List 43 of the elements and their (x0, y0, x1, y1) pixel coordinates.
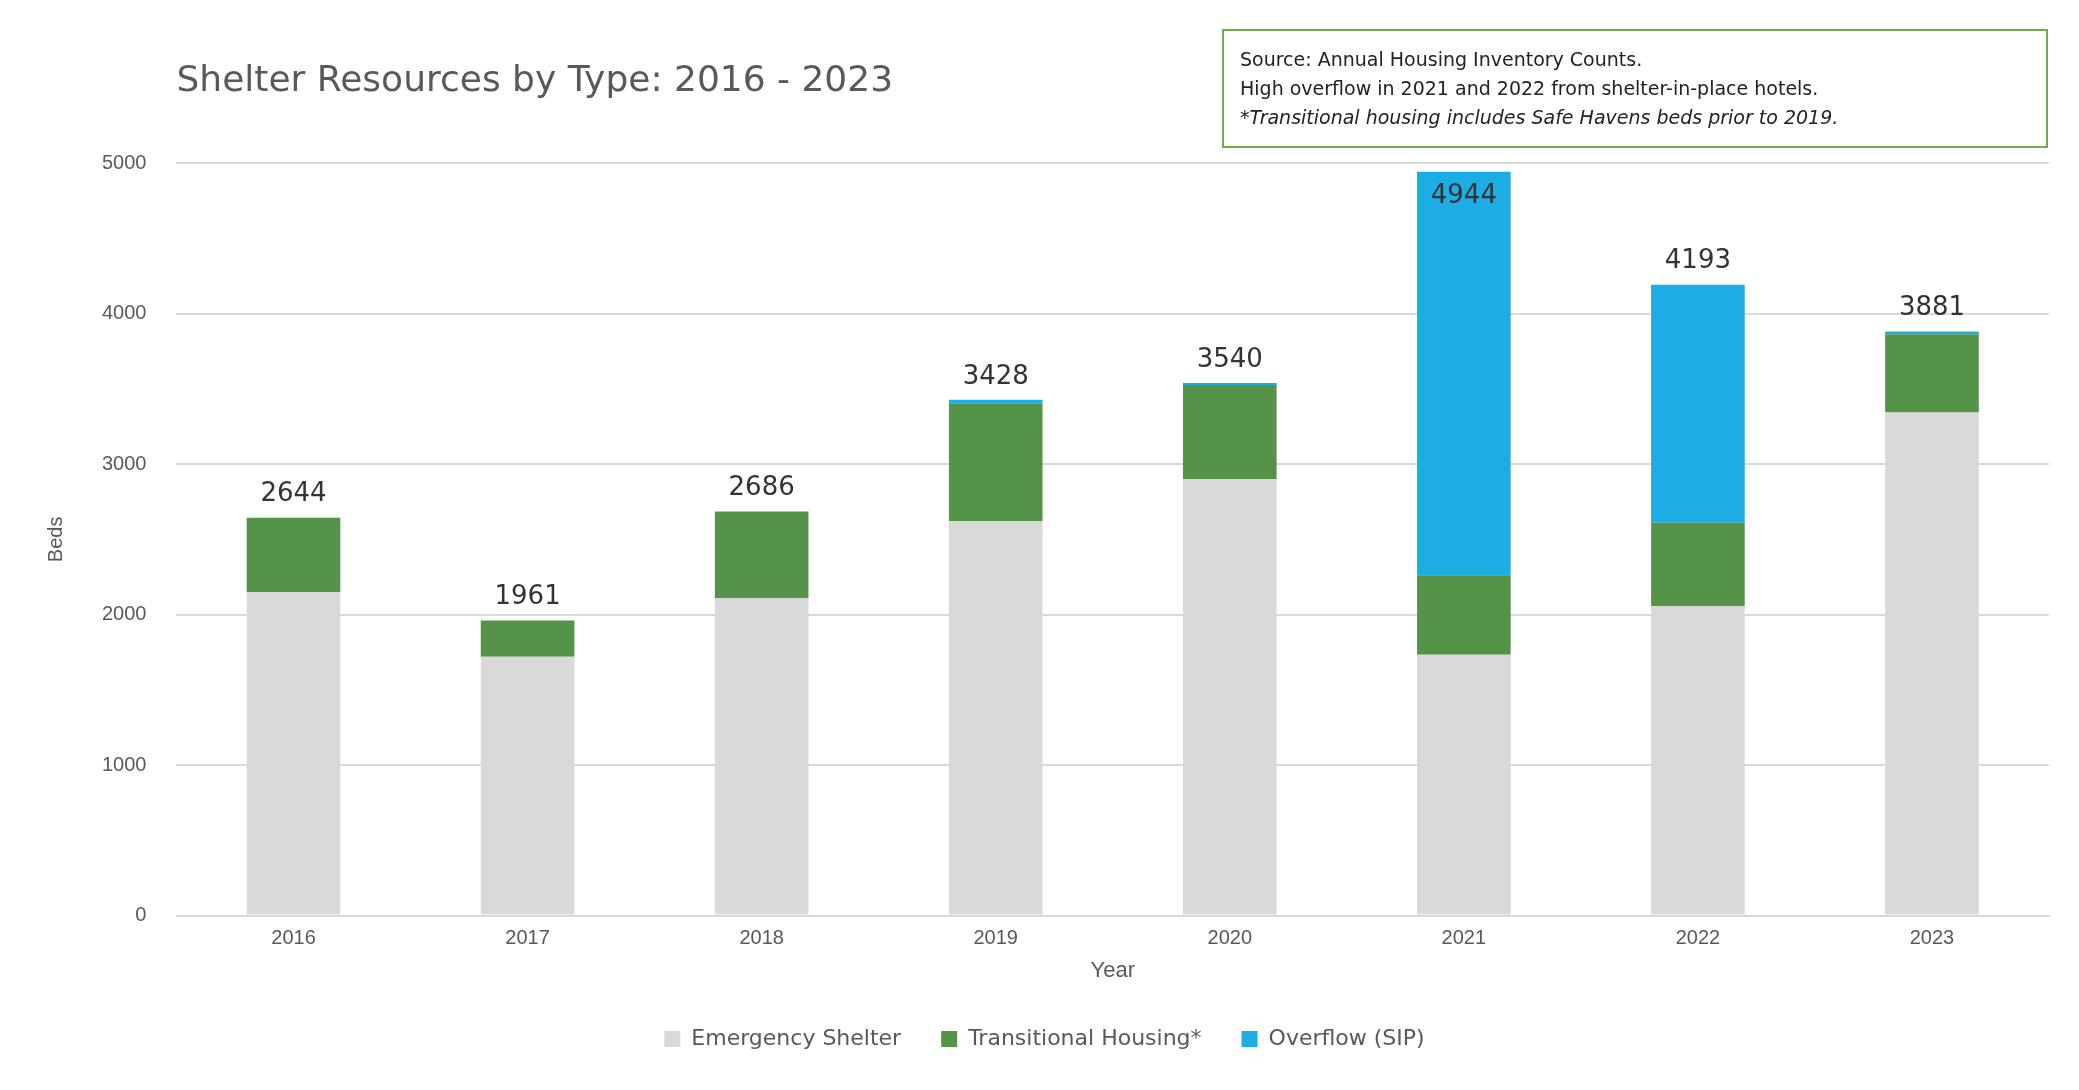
bar (480, 620, 575, 657)
total-label: 4944 (1430, 179, 1497, 210)
total-label: 2686 (728, 471, 795, 502)
total-label: 4193 (1664, 244, 1731, 275)
bar (246, 517, 341, 593)
bar (948, 403, 1043, 521)
y-tick-label: 0 (135, 903, 147, 926)
text: *Transitional housing includes Safe Havens beds prior to 2019. (1240, 105, 1840, 130)
legend-label: Overflow (SIP) (1268, 1024, 1425, 1050)
x-tick-label: 2019 (973, 926, 1018, 949)
bar (1651, 522, 1745, 607)
text: High overflow in 2021 and 2022 from shelter-in-place hotels. (1240, 76, 1820, 101)
x-axis-title: Year (1090, 956, 1135, 982)
total-label: 3881 (1898, 291, 1966, 322)
bar (1182, 382, 1277, 386)
total-label: 1961 (494, 580, 561, 611)
total-label: 3540 (1196, 342, 1263, 373)
bar (714, 511, 809, 599)
total-label: 2644 (260, 477, 327, 508)
y-tick-label: 4000 (101, 301, 147, 324)
bar (1182, 385, 1277, 480)
bar (1417, 575, 1511, 655)
bar (1651, 284, 1745, 523)
x-tick-label: 2021 (1441, 926, 1487, 949)
x-tick-label: 2023 (1909, 926, 1955, 949)
chart-title: Shelter Resources by Type: 2016 - 2023 (176, 57, 894, 99)
x-tick-label: 2022 (1675, 926, 1721, 949)
x-tick-label: 2016 (271, 926, 316, 949)
y-tick-label: 2000 (101, 602, 147, 625)
legend-label: Transitional Housing* (967, 1024, 1202, 1050)
bar (1885, 334, 1979, 413)
bar (948, 399, 1043, 404)
x-tick-label: 2020 (1207, 926, 1253, 949)
x-tick-label: 2018 (739, 926, 784, 949)
y-tick-label: 5000 (101, 150, 147, 173)
y-tick-label: 3000 (101, 451, 147, 474)
x-tick-label: 2017 (505, 926, 550, 949)
total-label: 3428 (962, 359, 1029, 390)
y-tick-label: 1000 (101, 752, 147, 775)
y-axis-title: Beds (43, 516, 66, 563)
bar (1417, 171, 1511, 576)
legend-label: Emergency Shelter (691, 1024, 903, 1050)
source-note: Source: Annual Housing Inventory Counts. (1240, 47, 1644, 72)
